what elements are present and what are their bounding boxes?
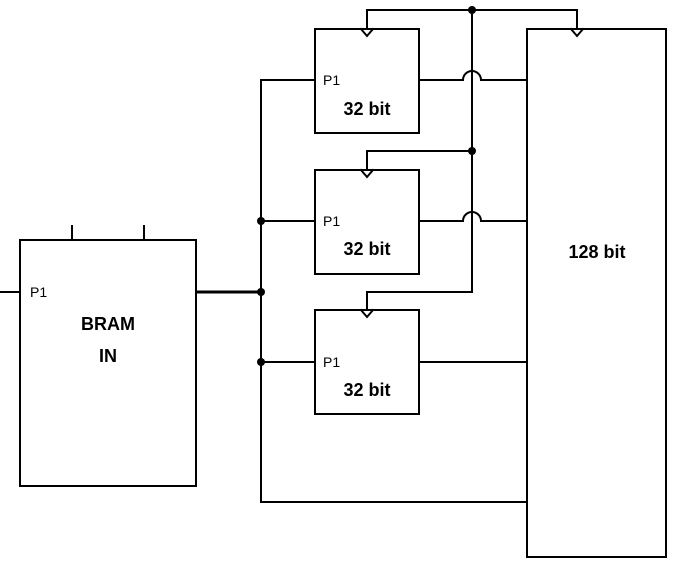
register-width-label: 32 bit — [343, 99, 390, 119]
register-box — [314, 309, 420, 415]
bram-box — [19, 239, 197, 487]
register-box — [314, 28, 420, 134]
clock-line-reg-3 — [366, 291, 473, 311]
junction-dot — [468, 147, 476, 155]
output-register-width-label: 128 bit — [568, 242, 625, 262]
clock-input-marker — [359, 168, 375, 179]
junction-dot — [257, 358, 265, 366]
register-2: P1 32 bit — [314, 168, 420, 275]
reg-1-output-wire — [418, 70, 528, 81]
junction-dot — [468, 6, 476, 14]
output-register-128: 128 bit — [526, 27, 667, 558]
clock-input-marker — [359, 27, 375, 38]
bram-title-line2: IN — [99, 346, 117, 366]
register-width-label: 32 bit — [343, 380, 390, 400]
register-width-label: 32 bit — [343, 239, 390, 259]
bram-title-line1: BRAM — [81, 314, 135, 334]
output-register-box — [526, 28, 667, 558]
register-box — [314, 169, 420, 275]
reg-2-output-wire — [418, 211, 528, 222]
register-3: P1 32 bit — [314, 308, 420, 415]
clock-input-marker — [359, 308, 375, 319]
bram-in-block: P1 BRAM IN — [0, 225, 197, 487]
clock-input-marker — [569, 27, 585, 38]
register-port-label: P1 — [323, 72, 340, 88]
register-1: P1 32 bit — [314, 27, 420, 134]
register-port-label: P1 — [323, 213, 340, 229]
bram-port-label: P1 — [30, 284, 47, 300]
clock-line-reg-2 — [366, 150, 473, 171]
register-port-label: P1 — [323, 354, 340, 370]
junction-dot — [257, 288, 265, 296]
junction-dot — [257, 217, 265, 225]
